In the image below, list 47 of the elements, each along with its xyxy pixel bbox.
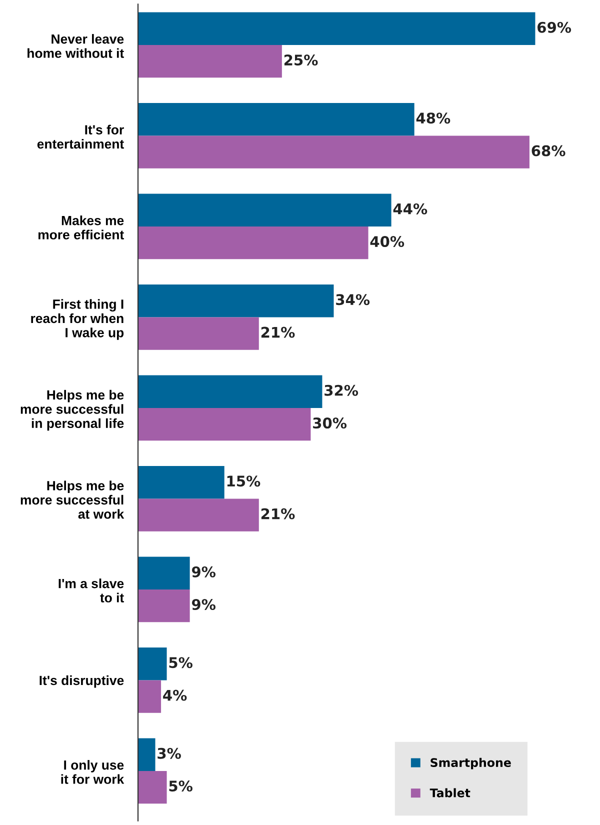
bar	[138, 44, 282, 78]
y-tick-label: Helps me be more successful in personal life	[20, 390, 124, 431]
data-label: 9%	[192, 566, 216, 578]
data-label: 40%	[370, 236, 404, 248]
bar	[138, 556, 190, 590]
data-label: 9%	[192, 599, 216, 610]
data-label: 32%	[324, 384, 358, 396]
legend-label: Smartphone	[430, 758, 511, 770]
data-label: 34%	[336, 294, 370, 306]
data-label: 44%	[393, 203, 428, 214]
bar	[138, 284, 334, 318]
data-label: 25%	[284, 54, 318, 66]
data-label: 3%	[158, 748, 181, 759]
bar	[138, 226, 368, 260]
bar	[138, 12, 536, 45]
data-label: 21%	[261, 508, 295, 520]
bar	[138, 648, 167, 680]
bar	[138, 194, 392, 226]
bar	[138, 375, 322, 408]
bar	[138, 103, 414, 136]
bar	[138, 317, 259, 350]
y-tick-label: I'm a slave to it	[58, 578, 124, 602]
legend-label: Tablet	[430, 788, 470, 798]
bar	[138, 408, 311, 441]
data-label: 21%	[261, 326, 295, 338]
y-tick-label: It's disruptive	[40, 675, 124, 688]
data-label: 69%	[538, 22, 572, 33]
data-label: 5%	[169, 780, 192, 792]
data-label: 15%	[227, 476, 260, 487]
y-tick-label: Helps me be more successful at work	[20, 480, 124, 519]
bar	[138, 770, 167, 804]
y-tick-label: It's for entertainment	[37, 124, 124, 149]
bar	[138, 136, 530, 168]
y-tick-label: I only use it for work	[61, 760, 124, 784]
bar	[138, 680, 162, 713]
data-label: 4%	[163, 690, 187, 701]
data-label: 48%	[416, 112, 450, 124]
bar	[138, 589, 190, 622]
data-label: 68%	[532, 145, 566, 156]
y-tick-label: Makes me more efficient	[38, 216, 124, 240]
bar	[138, 466, 224, 499]
bar	[138, 498, 259, 532]
data-label: 5%	[169, 657, 192, 668]
bar	[138, 738, 156, 771]
data-label: 30%	[313, 418, 347, 429]
y-tick-label: Never leave home without it	[28, 34, 124, 58]
y-tick-label: First thing I reach for when I wake up	[31, 299, 124, 340]
